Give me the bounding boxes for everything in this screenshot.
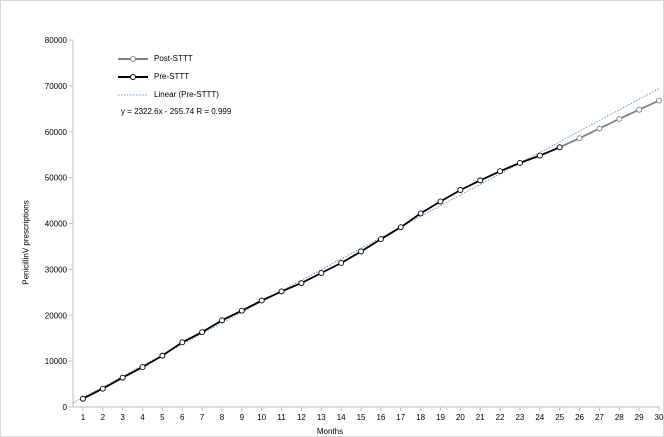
legend-swatch-post-sttt — [118, 56, 148, 62]
x-tick-label-8: 8 — [220, 413, 225, 422]
trendline-equation: y = 2322.6x - 255.74 R = 0.999 — [121, 107, 232, 116]
y-axis-title: PenicillinV prescriptions — [21, 200, 31, 285]
x-tick-label-21: 21 — [476, 413, 485, 422]
x-tick-label-12: 12 — [297, 413, 306, 422]
x-tick-label-28: 28 — [615, 413, 624, 422]
data-point-post-sttt-28 — [616, 115, 623, 122]
x-tick-label-4: 4 — [140, 413, 145, 422]
x-tick-label-25: 25 — [555, 413, 564, 422]
data-point-pre-sttt-19 — [437, 198, 444, 205]
data-point-post-sttt-29 — [636, 106, 643, 113]
legend-label-pre-sttt: Pre-STTT — [154, 72, 190, 81]
x-axis-title: Months — [316, 427, 344, 436]
data-point-pre-sttt-8 — [219, 317, 225, 324]
data-point-pre-sttt-2 — [99, 385, 106, 392]
y-tick-label-70000: 70000 — [45, 82, 68, 91]
x-tick-label-13: 13 — [317, 413, 326, 422]
x-tick-label-27: 27 — [595, 413, 604, 422]
data-point-pre-sttt-6 — [179, 339, 186, 346]
data-point-pre-sttt-18 — [417, 210, 424, 217]
data-point-post-sttt-30 — [656, 97, 662, 104]
x-tick-label-19: 19 — [436, 413, 445, 422]
x-tick-label-26: 26 — [575, 413, 584, 422]
data-point-pre-sttt-11 — [278, 288, 285, 295]
data-point-pre-sttt-5 — [159, 352, 166, 359]
x-tick-label-23: 23 — [515, 413, 524, 422]
legend-label-linear-trend: Linear (Pre-STTT) — [154, 90, 219, 99]
x-tick-label-2: 2 — [101, 413, 106, 422]
data-point-pre-sttt-25 — [556, 144, 563, 151]
y-tick-label-0: 0 — [63, 403, 68, 412]
data-point-pre-sttt-4 — [139, 364, 146, 371]
x-tick-label-1: 1 — [81, 413, 86, 422]
data-point-pre-sttt-12 — [298, 280, 305, 287]
data-point-pre-sttt-21 — [477, 177, 484, 184]
x-tick-label-7: 7 — [200, 413, 205, 422]
data-point-pre-sttt-20 — [457, 187, 464, 193]
legend-swatch-linear-trend — [118, 94, 148, 96]
x-tick-label-11: 11 — [277, 413, 286, 422]
data-point-pre-sttt-16 — [377, 236, 384, 243]
data-point-pre-sttt-17 — [397, 224, 404, 231]
x-tick-label-22: 22 — [496, 413, 505, 422]
x-tick-label-29: 29 — [635, 413, 644, 422]
series-line-post-sttt — [559, 99, 660, 149]
x-tick-label-5: 5 — [160, 413, 165, 422]
x-tick-label-15: 15 — [357, 413, 366, 422]
data-point-pre-sttt-10 — [258, 297, 265, 304]
legend-swatch-pre-sttt — [118, 74, 148, 80]
x-tick-label-16: 16 — [376, 413, 385, 422]
x-tick-label-18: 18 — [416, 413, 425, 422]
y-tick-label-30000: 30000 — [45, 265, 68, 274]
x-tick-label-17: 17 — [396, 413, 405, 422]
data-point-pre-sttt-15 — [358, 248, 364, 255]
x-tick-label-3: 3 — [120, 413, 125, 422]
data-point-pre-sttt-23 — [516, 159, 523, 166]
x-tick-label-6: 6 — [180, 413, 185, 422]
data-point-pre-sttt-3 — [119, 374, 126, 381]
x-tick-label-10: 10 — [257, 413, 266, 422]
legend-label-post-sttt: Post-STTT — [154, 54, 193, 63]
data-point-pre-sttt-14 — [338, 260, 345, 266]
y-tick-label-60000: 60000 — [45, 128, 68, 137]
x-tick-label-20: 20 — [456, 413, 465, 422]
y-tick-label-20000: 20000 — [45, 311, 68, 320]
data-point-pre-sttt-22 — [497, 168, 504, 175]
data-point-pre-sttt-9 — [238, 307, 245, 314]
data-point-pre-sttt-24 — [536, 152, 543, 159]
x-tick-label-9: 9 — [240, 413, 245, 422]
data-point-pre-sttt-1 — [79, 395, 86, 402]
x-tick-label-30: 30 — [655, 413, 664, 422]
y-tick-label-80000: 80000 — [45, 36, 68, 45]
data-point-post-sttt-27 — [596, 125, 603, 132]
data-point-pre-sttt-13 — [318, 270, 325, 276]
y-tick-label-50000: 50000 — [45, 174, 68, 183]
y-tick-label-10000: 10000 — [45, 357, 68, 366]
data-point-post-sttt-26 — [576, 135, 583, 142]
data-point-pre-sttt-7 — [199, 329, 206, 336]
y-tick-label-40000: 40000 — [45, 220, 68, 229]
x-tick-label-24: 24 — [535, 413, 544, 422]
x-tick-label-14: 14 — [337, 413, 346, 422]
